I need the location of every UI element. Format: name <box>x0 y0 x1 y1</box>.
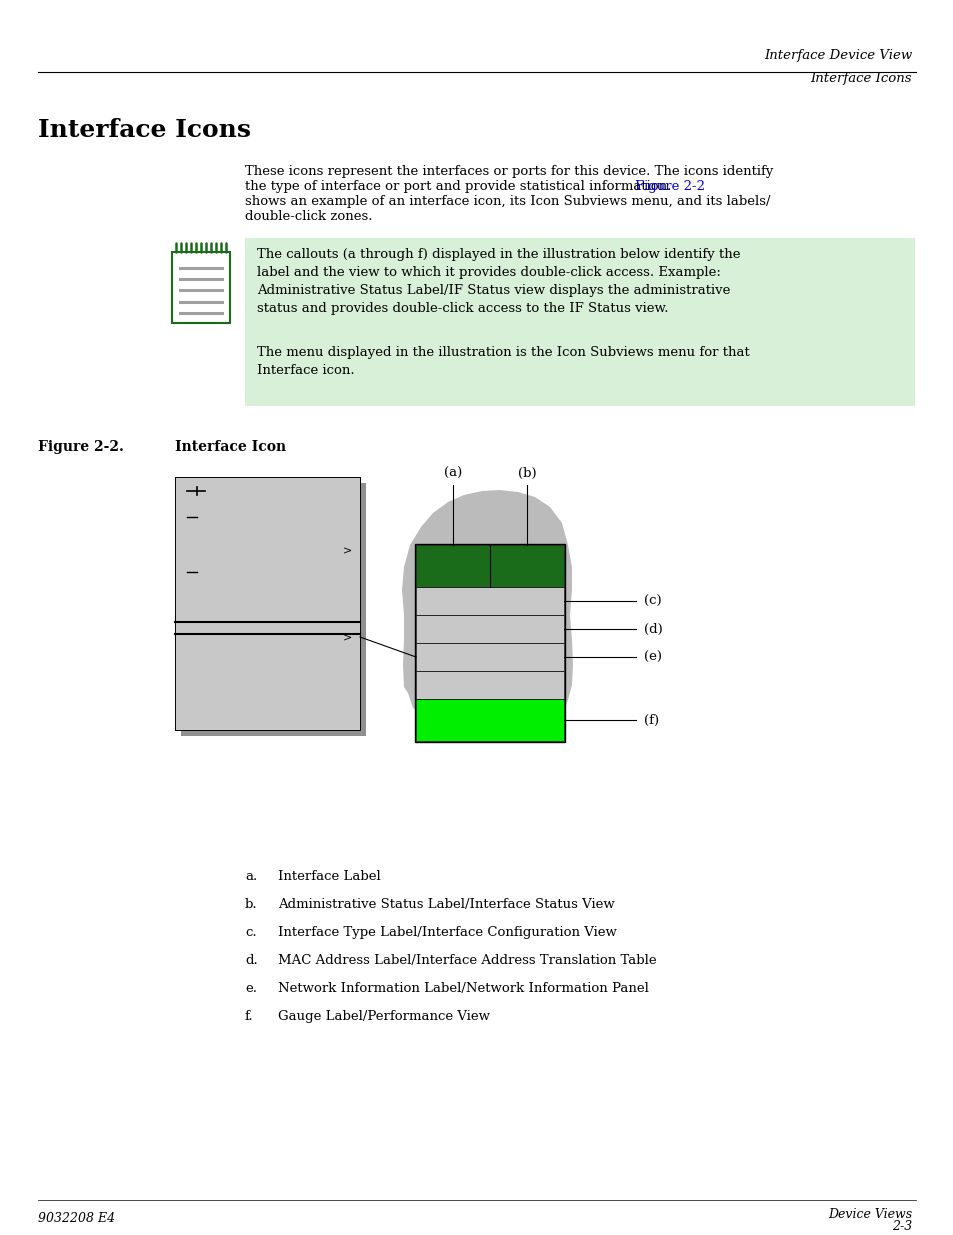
FancyBboxPatch shape <box>416 671 563 699</box>
Text: 2-3: 2-3 <box>891 1220 911 1233</box>
FancyBboxPatch shape <box>174 477 359 730</box>
Text: a.: a. <box>245 869 257 883</box>
Text: f.: f. <box>245 1010 253 1023</box>
Text: (b): (b) <box>517 467 536 480</box>
FancyBboxPatch shape <box>416 615 563 643</box>
Text: shows an example of an interface icon, its Icon Subviews menu, and its labels/: shows an example of an interface icon, i… <box>245 195 770 207</box>
FancyBboxPatch shape <box>416 545 563 587</box>
Text: double-click zones.: double-click zones. <box>245 210 372 224</box>
Text: (f): (f) <box>643 714 659 726</box>
FancyBboxPatch shape <box>416 587 563 615</box>
FancyBboxPatch shape <box>245 238 914 406</box>
FancyBboxPatch shape <box>416 699 563 741</box>
Text: b.: b. <box>245 898 257 911</box>
Text: Interface Type Label/Interface Configuration View: Interface Type Label/Interface Configura… <box>277 926 617 939</box>
Text: (e): (e) <box>643 651 661 663</box>
FancyBboxPatch shape <box>172 252 230 324</box>
Text: (a): (a) <box>443 467 461 480</box>
Text: the type of interface or port and provide statistical information.: the type of interface or port and provid… <box>245 180 675 193</box>
Text: Interface Label: Interface Label <box>277 869 380 883</box>
FancyBboxPatch shape <box>181 483 366 736</box>
Text: >: > <box>343 547 353 557</box>
Polygon shape <box>401 490 573 734</box>
Text: MAC Address Label/Interface Address Translation Table: MAC Address Label/Interface Address Tran… <box>277 953 656 967</box>
Text: (c): (c) <box>643 594 661 608</box>
Text: These icons represent the interfaces or ports for this device. The icons identif: These icons represent the interfaces or … <box>245 165 773 178</box>
Text: (d): (d) <box>643 622 662 636</box>
Text: Interface Device View: Interface Device View <box>763 49 911 62</box>
FancyBboxPatch shape <box>415 543 564 742</box>
Text: The callouts (a through f) displayed in the illustration below identify the
labe: The callouts (a through f) displayed in … <box>256 248 740 315</box>
Text: Interface Icons: Interface Icons <box>810 72 911 85</box>
Text: Interface Icon: Interface Icon <box>174 440 286 454</box>
Text: 9032208 E4: 9032208 E4 <box>38 1212 115 1225</box>
Text: Gauge Label/Performance View: Gauge Label/Performance View <box>277 1010 490 1023</box>
Text: Network Information Label/Network Information Panel: Network Information Label/Network Inform… <box>277 982 648 995</box>
Text: The menu displayed in the illustration is the Icon Subviews menu for that
Interf: The menu displayed in the illustration i… <box>256 346 749 377</box>
Text: Figure 2-2: Figure 2-2 <box>635 180 704 193</box>
Text: d.: d. <box>245 953 257 967</box>
FancyBboxPatch shape <box>416 643 563 671</box>
Text: e.: e. <box>245 982 256 995</box>
Text: Device Views: Device Views <box>827 1208 911 1221</box>
Text: >: > <box>343 634 353 643</box>
Text: Interface Icons: Interface Icons <box>38 119 251 142</box>
Text: Figure 2-2.: Figure 2-2. <box>38 440 124 454</box>
Text: Administrative Status Label/Interface Status View: Administrative Status Label/Interface St… <box>277 898 614 911</box>
Text: c.: c. <box>245 926 256 939</box>
